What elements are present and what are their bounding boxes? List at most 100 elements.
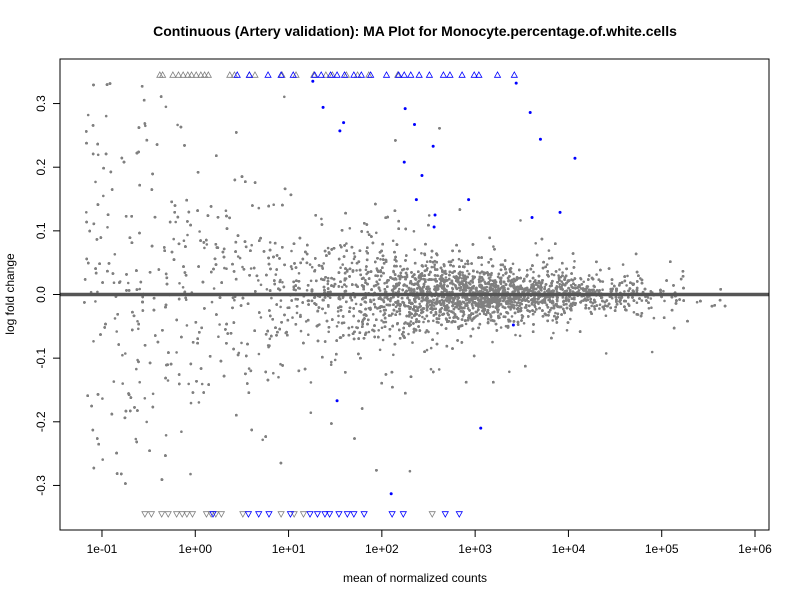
data-point [185, 324, 189, 327]
data-point [379, 258, 382, 261]
data-point [383, 282, 386, 285]
data-point [113, 317, 117, 320]
data-point [249, 267, 253, 270]
data-point [187, 382, 190, 386]
data-point [610, 296, 614, 300]
data-point [433, 265, 436, 269]
data-point [345, 242, 348, 245]
data-point [423, 317, 427, 321]
data-point [525, 268, 529, 272]
data-point [400, 332, 404, 336]
data-point [407, 332, 410, 336]
data-point [337, 314, 340, 318]
data-point [598, 303, 602, 307]
data-point [403, 322, 406, 325]
data-point [233, 298, 236, 302]
data-point [550, 273, 554, 276]
data-point [329, 363, 333, 367]
data-point [650, 350, 654, 354]
data-point [663, 299, 666, 303]
data-point [418, 302, 422, 306]
data-point [552, 331, 555, 335]
data-point [197, 401, 201, 404]
data-point [432, 319, 435, 323]
data-point [241, 265, 244, 269]
data-point [113, 253, 117, 256]
data-point [518, 334, 522, 338]
data-point [429, 346, 433, 350]
data-point [489, 276, 492, 279]
data-point [217, 335, 220, 339]
data-point [223, 266, 226, 270]
data-point [212, 287, 216, 290]
data-point [512, 272, 515, 276]
data-point [662, 289, 665, 293]
data-point [579, 277, 583, 281]
data-point [237, 351, 241, 355]
data-point [504, 324, 508, 328]
data-point [210, 300, 214, 304]
data-point [491, 305, 495, 308]
data-point [250, 243, 253, 247]
data-point [565, 329, 569, 332]
data-point [496, 275, 500, 279]
data-point [582, 280, 585, 284]
data-point [308, 263, 312, 266]
data-point [554, 311, 557, 315]
data-point [508, 370, 511, 374]
data-point [652, 316, 656, 320]
data-point [478, 312, 482, 316]
data-point [547, 249, 551, 252]
data-point [238, 256, 242, 260]
data-point [85, 211, 88, 214]
data-point [274, 273, 278, 276]
data-point [115, 330, 118, 333]
data-point [476, 314, 479, 317]
data-point [598, 307, 601, 310]
data-point [519, 307, 522, 310]
data-point [458, 289, 462, 292]
data-point [259, 283, 263, 287]
data-point [523, 277, 526, 281]
data-point [558, 268, 561, 271]
data-point [626, 274, 629, 278]
data-point [218, 323, 221, 326]
data-point [189, 472, 192, 476]
data-point [447, 301, 451, 304]
data-point [189, 401, 193, 405]
data-point [272, 371, 275, 375]
data-point [297, 272, 301, 275]
data-point [94, 180, 97, 184]
data-point [430, 256, 433, 259]
data-point [511, 262, 515, 266]
data-point [324, 311, 327, 315]
data-point [552, 273, 556, 277]
data-point [352, 257, 356, 261]
data-point [623, 290, 626, 293]
data-point [480, 263, 484, 267]
data-point [506, 277, 510, 280]
data-point [174, 220, 177, 224]
data-point [499, 326, 503, 329]
data-point [126, 281, 130, 285]
data-point [279, 299, 283, 302]
data-point [365, 250, 368, 253]
data-point [136, 320, 139, 323]
data-point [604, 352, 608, 355]
data-point [268, 241, 272, 244]
data-point [200, 382, 204, 386]
data-point [457, 257, 461, 261]
data-point [367, 330, 371, 334]
data-point [635, 301, 639, 305]
data-point [432, 304, 436, 307]
data-point [175, 351, 178, 354]
data-point [279, 305, 282, 309]
data-point [102, 194, 105, 198]
data-point [375, 231, 378, 235]
data-point [337, 321, 340, 324]
data-point [451, 258, 455, 262]
data-point [364, 278, 367, 282]
data-point [247, 367, 251, 370]
data-point [557, 274, 560, 277]
